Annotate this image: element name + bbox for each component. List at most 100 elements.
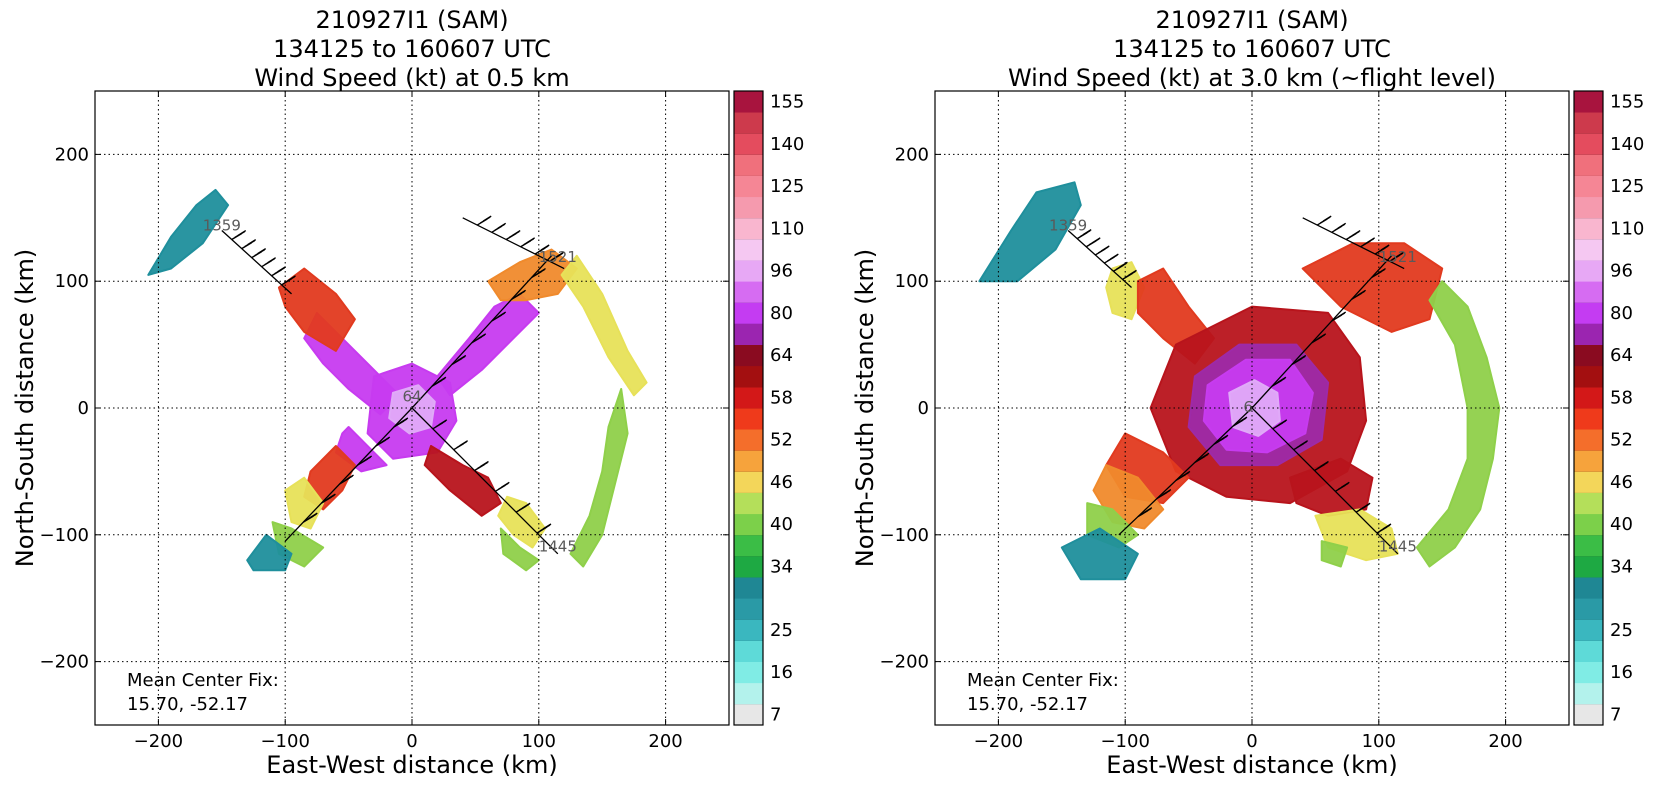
colorbar-segment: [734, 450, 763, 472]
wind-barb: [474, 460, 489, 472]
wind-speed-region: [246, 533, 293, 572]
wind-barb: [1376, 523, 1392, 534]
colorbar-segment: [1574, 534, 1603, 557]
wind-barb: [471, 333, 487, 344]
center-fix-annotation: 15.70, -52.17: [127, 694, 248, 715]
colorbar-segment: [1574, 133, 1603, 155]
flight-track-line: [221, 229, 292, 295]
y-tick-label: −100: [40, 525, 89, 546]
colorbar-tick-label: 80: [1610, 303, 1633, 324]
colorbar-tick-label: 46: [1610, 472, 1633, 493]
flight-track-line: [284, 407, 413, 542]
colorbar-segment: [1574, 323, 1603, 345]
colorbar-segment: [1574, 154, 1603, 176]
colorbar-tick-label: 125: [770, 176, 804, 197]
wind-barb: [281, 275, 296, 286]
wind-barb: [1360, 237, 1376, 248]
colorbar-tick-label: 7: [1610, 704, 1621, 725]
wind-barb: [271, 266, 286, 277]
colorbar-tick-label: 25: [1610, 620, 1633, 641]
colorbar-segment: [734, 112, 763, 134]
y-tick-label: 100: [55, 271, 89, 292]
wind-barb: [1272, 419, 1288, 430]
colorbar-segment: [1574, 661, 1603, 684]
wind-barb: [531, 267, 546, 279]
wind-barb: [1345, 229, 1361, 241]
y-tick-label: 100: [895, 271, 929, 292]
colorbar-segment: [1574, 365, 1603, 388]
wind-barb: [302, 512, 318, 523]
colorbar-segment: [1574, 260, 1603, 282]
y-tick-label: −200: [880, 652, 929, 673]
wind-barb: [1194, 452, 1210, 463]
colorbar-segment: [734, 703, 763, 726]
wind-barb: [431, 376, 447, 387]
track-label: 1445: [1379, 537, 1417, 555]
colorbar-tick-label: 125: [1610, 176, 1644, 197]
wind-barb: [432, 419, 448, 430]
colorbar-tick-label: 140: [1610, 134, 1644, 155]
x-tick-label: −200: [134, 731, 183, 752]
colorbar-tick-label: 52: [770, 430, 793, 451]
wind-speed-region: [978, 181, 1082, 283]
wind-barb: [491, 311, 507, 322]
wind-barb: [1316, 215, 1332, 226]
colorbar-tick-label: 64: [1610, 345, 1633, 366]
track-label: 1521: [539, 248, 577, 266]
colorbar-segment: [1574, 386, 1603, 409]
center-fix-annotation: Mean Center Fix:: [967, 670, 1119, 691]
wind-barb: [536, 523, 552, 534]
wind-barb: [1232, 416, 1248, 427]
wind-speed-region: [497, 495, 547, 549]
flight-track-line: [462, 217, 565, 270]
wind-barb: [1314, 460, 1329, 472]
flight-track-line: [1251, 407, 1399, 555]
plot-data: 1359 1521 1445 6: [978, 181, 1501, 581]
x-axis-label: East-West distance (km): [1106, 751, 1397, 779]
colorbar-segment: [1574, 91, 1603, 113]
wind-speed-region: [277, 267, 356, 352]
wind-barb: [1085, 237, 1101, 248]
track-label: 64: [402, 388, 421, 406]
colorbar-segment: [1574, 281, 1603, 303]
colorbar-tick-label: 96: [1610, 261, 1633, 282]
track-label: 1445: [539, 537, 577, 555]
colorbar-segment: [734, 91, 763, 113]
colorbar-tick-label: 25: [770, 620, 793, 641]
wind-barb: [393, 417, 409, 428]
colorbar-tick-label: 140: [770, 134, 804, 155]
colorbar-segment: [1574, 598, 1603, 620]
x-tick-label: −200: [974, 731, 1023, 752]
x-tick-label: 200: [1488, 731, 1522, 752]
flight-track-line: [411, 407, 559, 555]
wind-barb: [1371, 267, 1386, 279]
colorbar-segment: [734, 260, 763, 282]
wind-speed-region: [1105, 261, 1146, 321]
colorbar-segment: [734, 471, 763, 493]
wind-barb: [1271, 376, 1287, 387]
chart-title-line: 134125 to 160607 UTC: [1113, 35, 1391, 63]
colorbar-segment: [734, 323, 763, 345]
x-tick-label: 0: [406, 731, 417, 752]
wind-barb: [1334, 481, 1350, 492]
wind-barb: [1355, 502, 1371, 513]
wind-barb: [515, 502, 531, 513]
colorbar-tick-label: 7: [770, 704, 781, 725]
wind-barb: [1175, 470, 1191, 482]
wind-barb: [1311, 333, 1327, 344]
wind-barb: [1104, 253, 1119, 264]
wind-barb: [321, 493, 336, 504]
wind-barb: [339, 474, 354, 485]
track-label: 1521: [1379, 248, 1417, 266]
wind-barb: [357, 455, 373, 466]
y-axis-label: North-South distance (km): [11, 249, 39, 568]
colorbar-segment: [734, 408, 763, 430]
chart-title-line: Wind Speed (kt) at 0.5 km: [254, 64, 569, 92]
wind-speed-region: [1415, 280, 1501, 568]
colorbar-segment: [1574, 112, 1603, 134]
colorbar-segment: [734, 513, 763, 536]
x-tick-label: 100: [1362, 731, 1396, 752]
colorbar-frame: [1573, 90, 1604, 726]
colorbar-tick-label: 96: [770, 261, 793, 282]
